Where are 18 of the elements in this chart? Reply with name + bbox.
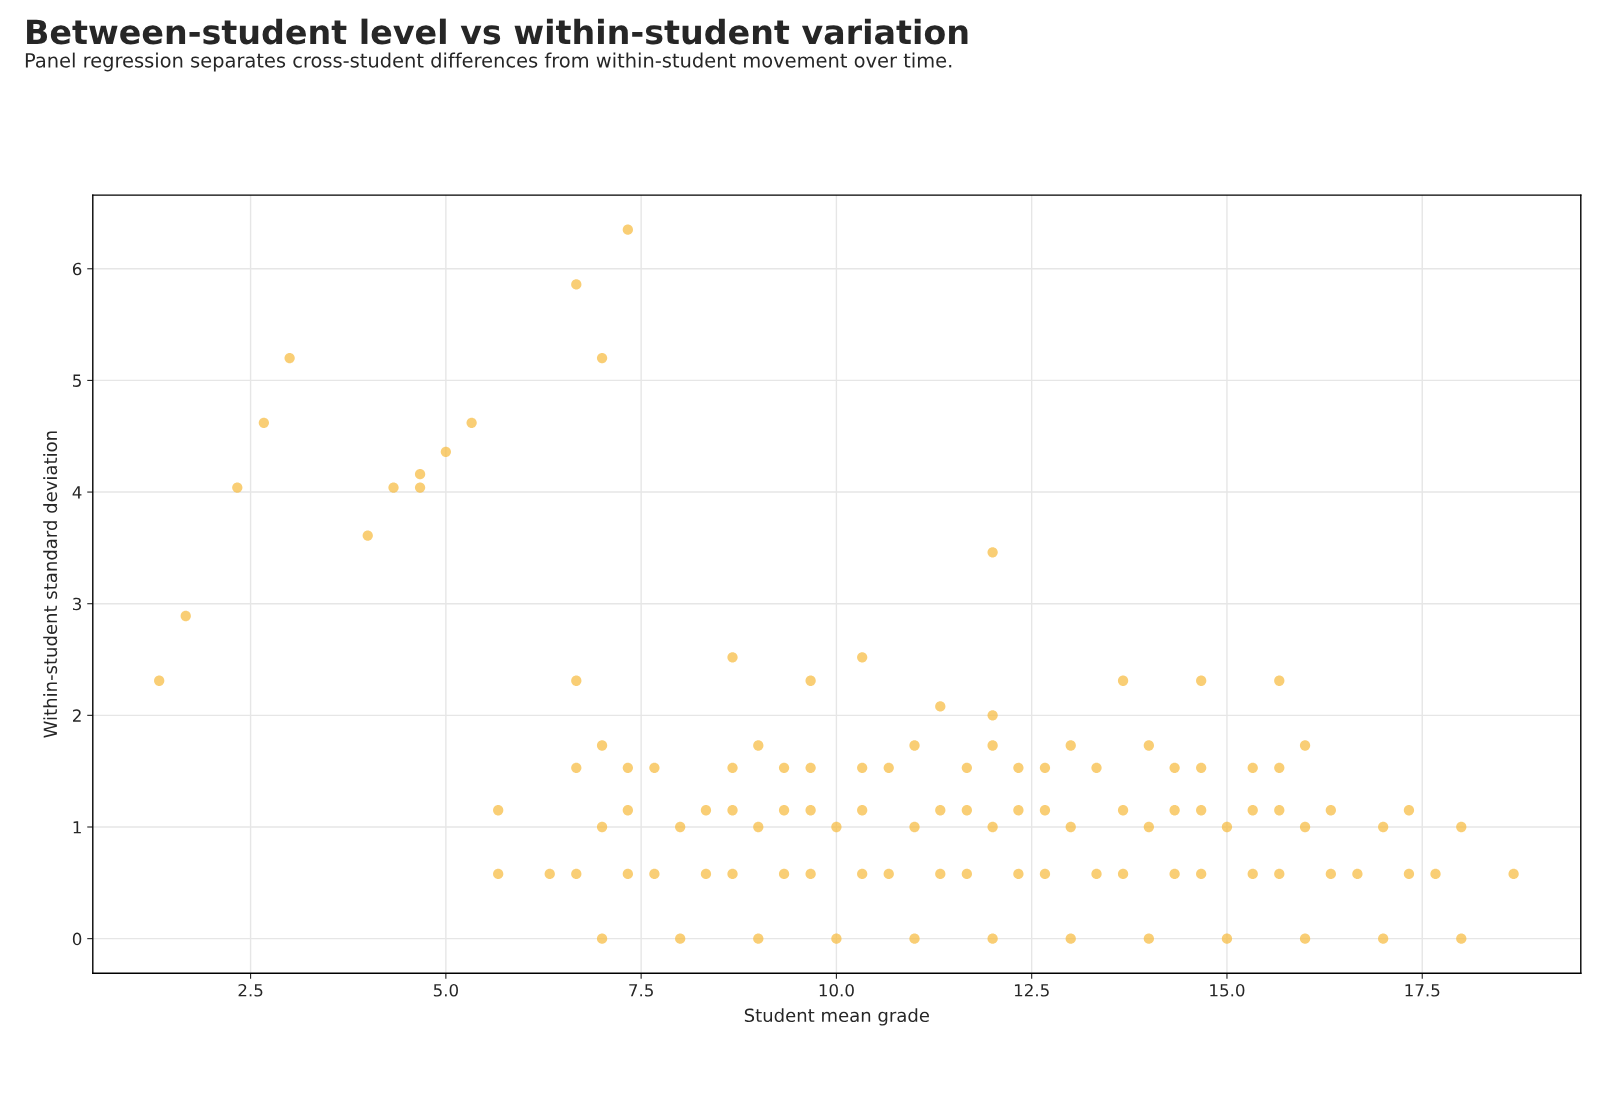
y-tick-label: 6 xyxy=(72,262,82,276)
x-tick-label: 2.5 xyxy=(238,983,263,997)
x-tick-label: 12.5 xyxy=(1014,983,1049,997)
y-tick-label: 0 xyxy=(72,932,82,946)
x-tick-label: 15.0 xyxy=(1210,983,1245,997)
x-tick-label: 10.0 xyxy=(819,983,854,997)
y-axis-title: Within-student standard deviation xyxy=(43,431,58,738)
y-tick-label: 4 xyxy=(72,486,82,499)
y-tick-label: 3 xyxy=(73,597,82,611)
chart-title: Between-student level vs within-student variation xyxy=(27,18,968,45)
y-tick-label: 1 xyxy=(73,821,81,834)
chart-subtitle: Panel regression separates cross-student differences from within-student movement over time. xyxy=(25,52,952,72)
x-tick-label: 17.5 xyxy=(1405,984,1440,997)
x-axis-title: Student mean grade xyxy=(744,1008,929,1026)
x-tick-label: 5.0 xyxy=(433,983,458,997)
x-tick-label: 7.5 xyxy=(629,984,653,997)
y-tick-label: 2 xyxy=(73,709,81,722)
y-tick-label: 5 xyxy=(73,374,81,387)
